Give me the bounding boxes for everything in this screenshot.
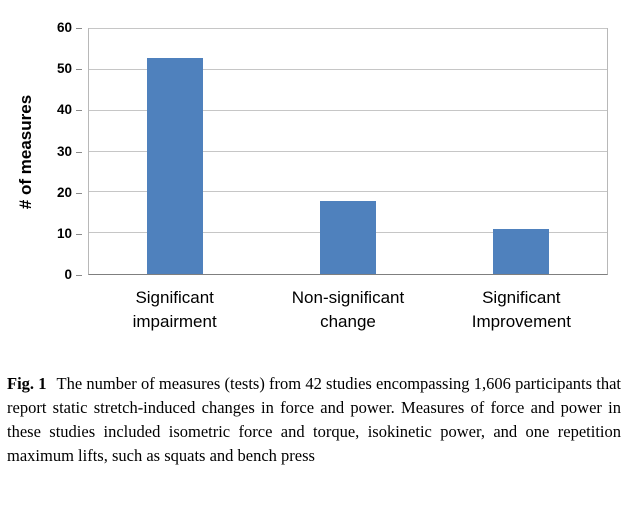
plot-area [88, 28, 608, 275]
gridline [89, 191, 607, 193]
figure-caption-text: The number of measures (tests) from 42 s… [7, 374, 621, 465]
y-tick-label: 20 [40, 184, 82, 202]
y-tick-label: 40 [40, 101, 82, 119]
bars [89, 29, 607, 274]
y-tick-label: 10 [40, 225, 82, 243]
x-axis-label: Significant impairment [132, 288, 217, 331]
gridline [89, 68, 607, 70]
bar-chart: # of measures 0 10 20 30 40 50 60 Significant … [16, 20, 608, 334]
figure-caption-label: Fig. 1 [7, 374, 47, 393]
x-axis-label: Non-significant change [291, 288, 405, 331]
y-tick-label: 0 [40, 266, 82, 284]
bar-slot [262, 29, 435, 274]
gridline [89, 109, 607, 111]
x-labels: Significant impairment Non-significant ch… [88, 286, 608, 334]
figure-caption: Fig. 1 The number of measures (tests) fro… [7, 372, 621, 468]
y-tick-label: 30 [40, 143, 82, 161]
bar-2 [492, 229, 549, 274]
y-tick-label: 50 [40, 60, 82, 78]
bar-1 [320, 200, 376, 274]
gridline [89, 150, 607, 152]
x-axis-label: Significant Improvement [471, 288, 571, 331]
y-tick-label: 60 [40, 19, 82, 37]
gridline [89, 28, 607, 29]
y-axis-ticks: 0 10 20 30 40 50 60 [40, 20, 82, 282]
bar-slot [89, 29, 262, 274]
y-axis-title: # of measures [16, 94, 35, 210]
bar-slot [434, 29, 607, 274]
bar-0 [147, 57, 204, 274]
